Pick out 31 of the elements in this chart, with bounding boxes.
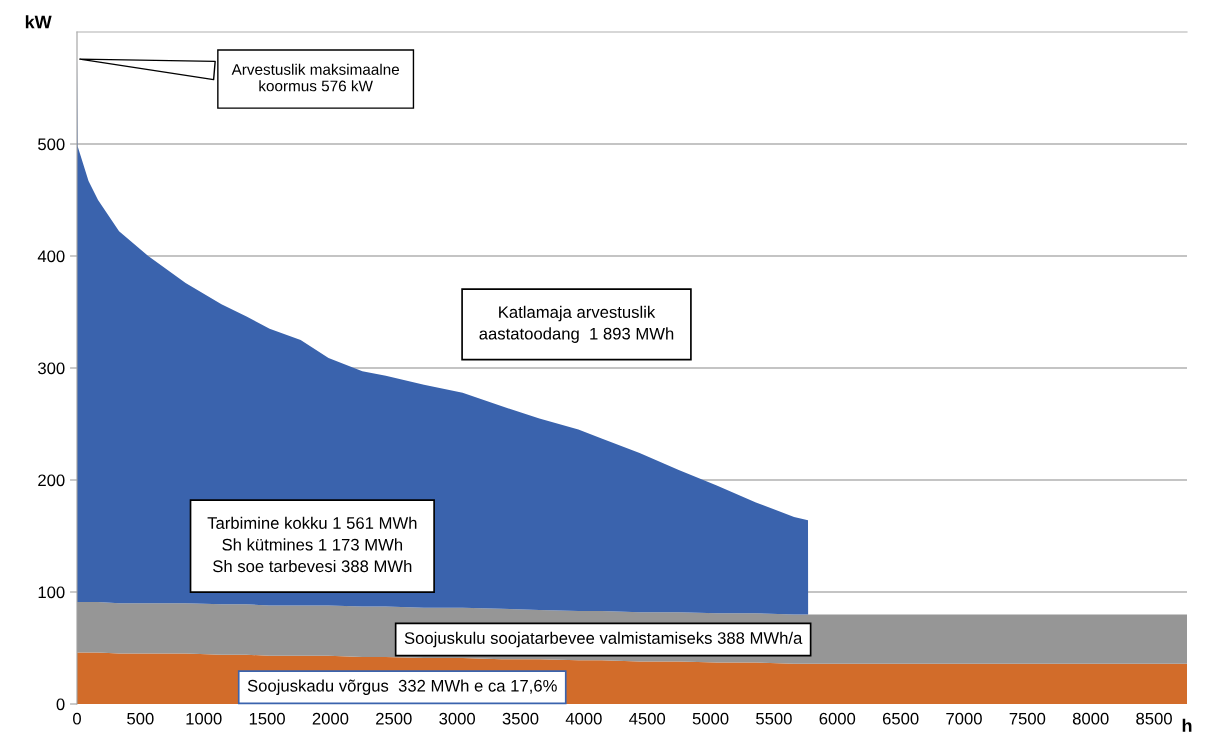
x-tick-label: 6500 (882, 712, 919, 725)
annotation: Soojuskulu soojatarbevee valmistamiseks 388 MWh/a (404, 631, 803, 648)
x-tick-label: 1500 (249, 712, 285, 725)
x-tick-label: 500 (127, 712, 154, 725)
x-tick-label: 7500 (1009, 712, 1046, 725)
y-tick-label: 0 (56, 698, 65, 711)
x-tick-label: 5000 (692, 712, 729, 725)
x-tick-label: 7000 (946, 712, 982, 725)
y-tick-label: 400 (37, 250, 65, 263)
annotation: Tarbimine kokku 1 561 MWh Sh kütmines 1 173 MWh Sh soe tarbevesi 388 MWh (207, 516, 417, 573)
x-tick-label: 4500 (629, 712, 666, 725)
x-tick-label: 3500 (502, 712, 539, 725)
x-tick-label: 5500 (756, 712, 792, 725)
x-tick-label: 8000 (1072, 712, 1109, 725)
x-tick-label: 3000 (439, 712, 476, 725)
x-tick-label: 8500 (1136, 712, 1172, 725)
y-tick-label: 100 (38, 586, 65, 599)
y-axis-title: kW (25, 15, 52, 29)
x-tick-label: 0 (73, 712, 81, 725)
x-tick-label: 2000 (312, 712, 349, 725)
annotation: Katlamaja arvestuslik aastatoodang 1 893 MWh (479, 305, 674, 343)
y-tick-label: 500 (38, 138, 65, 151)
annotation: Arvestuslik maksimaalne koormus 576 kW (231, 63, 400, 92)
x-tick-label: 4000 (565, 712, 602, 725)
y-tick-label: 200 (38, 474, 65, 487)
annotation: Soojuskadu võrgus 332 MWh e ca 17,6% (247, 679, 557, 695)
x-tick-label: 2500 (376, 712, 412, 725)
x-axis-title: h (1182, 718, 1192, 732)
y-tick-label: 300 (38, 362, 65, 375)
x-tick-label: 1000 (186, 712, 222, 725)
x-tick-label: 6000 (819, 712, 856, 725)
